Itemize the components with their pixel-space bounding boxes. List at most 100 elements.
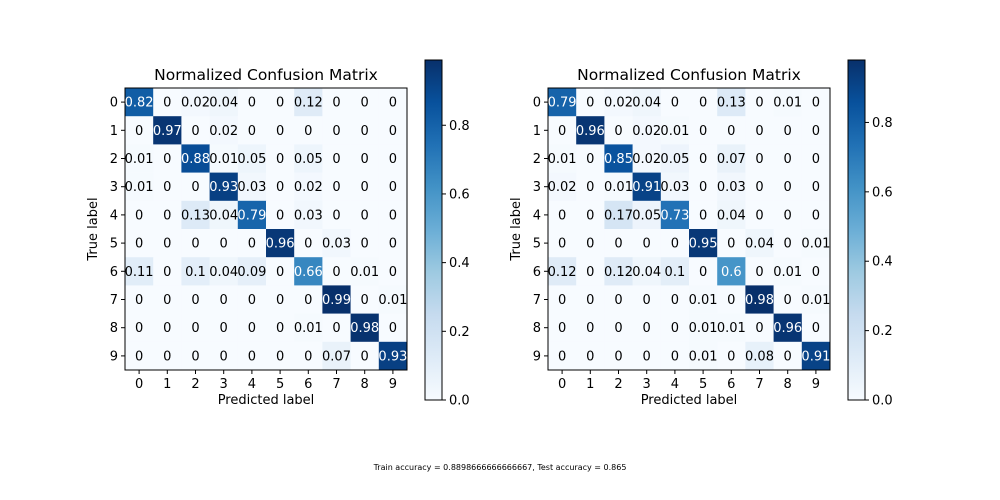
cell-value-label: 0 <box>671 349 679 364</box>
cell-value-label: 0 <box>614 124 622 139</box>
cell-value-label: 0 <box>276 208 284 223</box>
heatmap-cell <box>632 200 662 230</box>
heatmap-cell <box>801 341 831 371</box>
colorbar-tick-label: 0.4 <box>449 256 470 271</box>
heatmap-cell <box>294 229 323 258</box>
x-axis-label: Predicted label <box>641 393 738 408</box>
heatmap-cell <box>237 229 267 258</box>
heatmap-cell <box>237 285 267 314</box>
cell-value-label: 0 <box>361 180 369 195</box>
heatmap-cell <box>153 285 182 314</box>
cell-value-label: 0 <box>332 180 340 195</box>
heatmap-cell <box>350 116 380 145</box>
x-tick-label: 4 <box>671 377 679 392</box>
heatmap-cell <box>576 229 605 258</box>
cell-value-label: 0.02 <box>632 124 661 139</box>
cell-value-label: 0 <box>784 124 792 139</box>
cell-value-label: 0.03 <box>237 180 266 195</box>
cell-value-label: 0 <box>191 237 199 252</box>
cell-value-label: 0 <box>755 321 763 336</box>
heatmap-cell <box>717 285 746 314</box>
cell-value-label: 0 <box>812 124 820 139</box>
cell-value-label: 0.93 <box>378 349 407 364</box>
heatmap-cell <box>773 257 803 286</box>
cell-value-label: 0.02 <box>632 152 661 167</box>
cell-value-label: 0 <box>248 124 256 139</box>
heatmap-cell <box>801 172 831 202</box>
cell-value-label: 0 <box>276 124 284 139</box>
cell-value-label: 0.85 <box>604 152 633 167</box>
heatmap-cell <box>604 200 633 230</box>
heatmap-cell <box>801 229 831 258</box>
cell-value-label: 0.09 <box>237 265 266 280</box>
heatmap-cell <box>548 285 577 314</box>
cell-value-label: 0 <box>163 208 171 223</box>
heatmap-cell <box>660 341 690 371</box>
colorbar-tick-label: 0.0 <box>449 394 470 409</box>
confusion-matrix-panel-2: 0.79 0 0.02 0.04 0 0 0.13 0 0.01 00 0.96 0 0.02 0.01 0… <box>509 59 893 409</box>
cell-value-label: 0 <box>586 208 594 223</box>
heatmap-cell <box>632 257 662 286</box>
heatmap-cell <box>801 116 831 145</box>
heatmap-cell <box>209 285 239 314</box>
heatmap-cell <box>181 285 210 314</box>
cell-value-label: 0.95 <box>689 237 718 252</box>
heatmap-cell <box>717 144 746 173</box>
heatmap-cell <box>237 200 267 230</box>
heatmap-cell <box>153 144 182 173</box>
heatmap-cell <box>266 172 295 202</box>
heatmap-cell <box>548 172 577 202</box>
cell-value-label: 0.04 <box>209 96 238 111</box>
heatmap-cell <box>773 116 803 145</box>
plot-frame <box>124 87 408 371</box>
heatmap-cell <box>745 341 774 371</box>
cell-value-label: 0.03 <box>322 237 351 252</box>
heatmap-cell <box>266 116 295 145</box>
cell-value-label: 0.11 <box>125 265 154 280</box>
colorbar-tick-label: 0.8 <box>449 119 470 134</box>
cell-value-label: 0.96 <box>773 321 802 336</box>
heatmap-cell <box>181 200 210 230</box>
cell-value-label: 0 <box>163 321 171 336</box>
cell-value-label: 0.79 <box>548 96 577 111</box>
cell-value-label: 0 <box>586 265 594 280</box>
cell-value-label: 0.02 <box>548 180 577 195</box>
cell-value-label: 0 <box>586 293 594 308</box>
heatmap-cell <box>125 257 154 286</box>
cell-value-label: 0 <box>361 124 369 139</box>
plot-frame <box>547 87 831 371</box>
heatmap-cell <box>153 341 182 371</box>
cell-value-label: 0 <box>361 293 369 308</box>
cell-value-label: 0.01 <box>294 321 323 336</box>
heatmap-cell <box>350 144 380 173</box>
cell-value-label: 0 <box>643 349 651 364</box>
cell-value-label: 0 <box>727 293 735 308</box>
heatmap-cell <box>689 88 718 117</box>
cell-value-label: 0.04 <box>209 265 238 280</box>
x-tick-label: 7 <box>332 377 340 392</box>
heatmap-cell <box>604 172 633 202</box>
cell-value-label: 0 <box>699 208 707 223</box>
colorbar-tick-label: 0.6 <box>449 187 470 202</box>
heatmap-cell <box>378 285 408 314</box>
cell-value-label: 0 <box>332 321 340 336</box>
cell-value-label: 0 <box>361 237 369 252</box>
heatmap-cell <box>322 88 351 117</box>
cell-value-label: 0.99 <box>322 293 351 308</box>
cell-value-label: 0 <box>389 96 397 111</box>
heatmap-cell <box>266 88 295 117</box>
heatmap-cell <box>322 257 351 286</box>
cell-value-label: 0.01 <box>125 152 154 167</box>
heatmap-cell <box>125 200 154 230</box>
colorbar-tick-label: 0.8 <box>872 116 893 131</box>
cell-value-label: 0.01 <box>604 180 633 195</box>
cell-value-label: 0.01 <box>548 152 577 167</box>
cell-value-label: 0 <box>135 349 143 364</box>
heatmap-cell <box>350 200 380 230</box>
cell-value-label: 0 <box>755 124 763 139</box>
heatmap-cell <box>294 285 323 314</box>
heatmap-cell <box>717 200 746 230</box>
heatmap-cell <box>294 116 323 145</box>
cell-value-label: 0.08 <box>745 349 774 364</box>
cell-value-label: 0 <box>614 237 622 252</box>
